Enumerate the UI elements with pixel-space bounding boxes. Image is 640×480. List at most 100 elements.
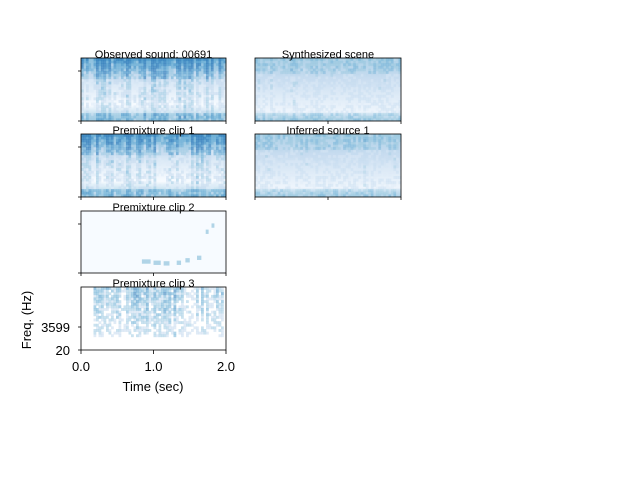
- spectrogram-cell: [131, 115, 134, 119]
- spectrogram-cell: [310, 176, 314, 179]
- spectrogram-cell: [151, 58, 154, 61]
- spectrogram-cell: [156, 84, 159, 88]
- spectrogram-cell: [265, 162, 268, 166]
- spectrogram-cell: [123, 165, 127, 169]
- spectrogram-cell: [395, 194, 399, 198]
- spectrogram-cell: [118, 139, 122, 143]
- spectrogram-cell: [390, 86, 394, 90]
- spectrogram-cell: [168, 194, 172, 198]
- spectrogram-cell: [203, 63, 207, 67]
- spectrogram-cell: [158, 302, 162, 306]
- spectrogram-cell: [118, 92, 122, 96]
- spectrogram-cell: [188, 105, 192, 109]
- spectrogram-cell: [93, 287, 97, 290]
- spectrogram-cell: [96, 289, 99, 293]
- spectrogram-cell: [285, 147, 289, 151]
- spectrogram-cell: [345, 170, 349, 174]
- spectrogram-cell: [267, 157, 271, 161]
- spectrogram-cell: [385, 144, 389, 148]
- spectrogram-cell: [138, 65, 142, 69]
- spectrogram-cell: [171, 313, 174, 317]
- spectrogram-cell: [193, 63, 197, 67]
- spectrogram-cell: [83, 155, 87, 158]
- spectrogram-cell: [380, 141, 384, 145]
- spectrogram-cell: [355, 152, 359, 156]
- spectrogram-cell: [116, 60, 119, 64]
- spectrogram-cell: [206, 113, 209, 117]
- spectrogram-cell: [173, 321, 177, 325]
- spectrogram-cell: [141, 58, 144, 61]
- spectrogram-cell: [158, 292, 162, 296]
- spectrogram-cell: [333, 92, 336, 96]
- spectrogram-cell: [96, 107, 99, 111]
- spectrogram-cell: [93, 97, 97, 101]
- spectrogram-cell: [398, 58, 402, 61]
- spectrogram-cell: [151, 73, 154, 77]
- spectrogram-cell: [151, 86, 154, 90]
- spectrogram-cell: [98, 321, 102, 325]
- spectrogram-cell: [96, 63, 99, 67]
- spectrogram-cell: [133, 86, 137, 90]
- spectrogram-cell: [363, 155, 367, 158]
- spectrogram-cell: [290, 139, 294, 143]
- spectrogram-cell: [136, 178, 139, 182]
- spectrogram-cell: [358, 162, 362, 166]
- spectrogram-cell: [262, 191, 266, 195]
- spectrogram-cell: [153, 189, 157, 193]
- spectrogram-cell: [395, 155, 399, 158]
- spectrogram-cell: [133, 152, 137, 156]
- spectrogram-cell: [176, 176, 179, 179]
- spectrogram-cell: [320, 194, 324, 198]
- spectrogram-cell: [223, 76, 227, 80]
- spectrogram-cell: [395, 79, 399, 82]
- spectrogram-cell: [368, 178, 372, 182]
- spectrogram-cell: [338, 102, 341, 106]
- spectrogram-cell: [255, 178, 258, 182]
- spectrogram-cell: [345, 149, 349, 153]
- spectrogram-cell: [96, 79, 99, 82]
- spectrogram-cell: [173, 189, 177, 193]
- spectrogram-cell: [216, 63, 219, 67]
- spectrogram-cell: [297, 160, 301, 164]
- spectrogram-cell: [328, 73, 331, 77]
- spectrogram-cell: [262, 144, 266, 148]
- spectrogram-cell: [81, 79, 84, 82]
- spectrogram-cell: [221, 89, 224, 93]
- spectrogram-cell: [206, 79, 209, 82]
- spectrogram-cell: [398, 162, 402, 166]
- spectrogram-cell: [363, 58, 367, 61]
- spectrogram-cell: [265, 71, 268, 75]
- spectrogram-cell: [255, 110, 258, 114]
- spectrogram-cell: [176, 65, 179, 69]
- spectrogram-cell: [211, 92, 214, 96]
- spectrogram-cell: [388, 84, 392, 88]
- spectrogram-cell: [96, 302, 99, 306]
- spectrogram-cell: [158, 308, 162, 311]
- spectrogram-cell: [211, 191, 214, 195]
- spectrogram-cell: [203, 141, 207, 145]
- spectrogram-cell: [126, 60, 129, 64]
- spectrogram-cell: [285, 94, 289, 98]
- spectrogram-cell: [333, 115, 336, 119]
- spectrogram-cell: [206, 102, 209, 106]
- spectrogram-cell: [121, 65, 124, 69]
- spectrogram-cell: [390, 136, 394, 140]
- spectrogram-cell: [163, 68, 167, 72]
- spectrogram-cell: [83, 113, 87, 117]
- spectrogram-cell: [196, 97, 199, 101]
- spectrogram-cell: [96, 60, 99, 64]
- spectrogram-cell: [322, 144, 326, 148]
- spectrogram-cell: [201, 76, 204, 80]
- spectrogram-cell: [163, 79, 167, 82]
- spectrogram-cell: [272, 71, 276, 75]
- spectrogram-cell: [166, 168, 169, 172]
- spectrogram-cell: [121, 58, 124, 61]
- spectrogram-cell: [146, 60, 149, 64]
- spectrogram-cell: [358, 63, 362, 67]
- spectrogram-cell: [385, 58, 389, 61]
- spectrogram-cell: [176, 105, 179, 109]
- spectrogram-cell: [398, 118, 402, 122]
- spectrogram-cell: [216, 157, 219, 161]
- spectrogram-cell: [260, 68, 263, 72]
- spectrogram-cell: [206, 178, 209, 182]
